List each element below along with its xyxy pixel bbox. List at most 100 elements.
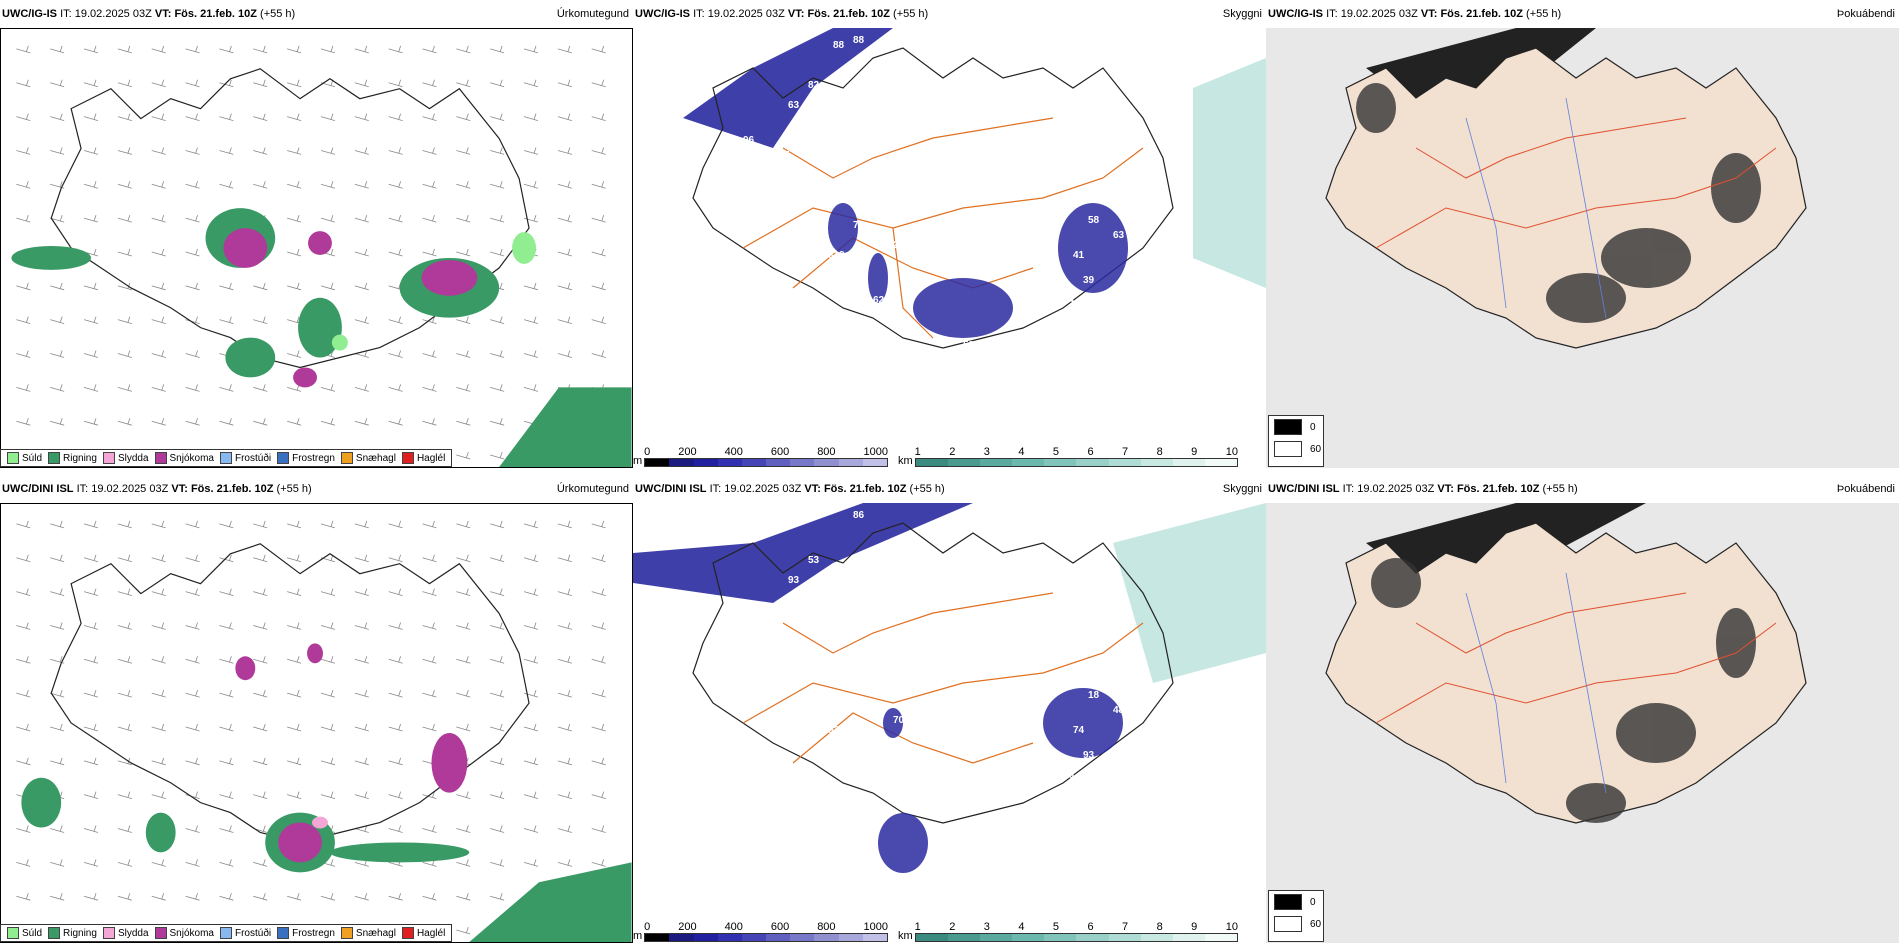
panel-header: UWC/IG-IS IT: 19.02.2025 03Z VT: Fös. 21… — [1266, 0, 1899, 28]
vis-value-label: 30 — [933, 405, 945, 416]
vis-value-label: 142 — [983, 220, 1000, 231]
vis-value-label: 39 — [1083, 275, 1095, 286]
vis-value-label: 31 — [1033, 330, 1045, 341]
panel-visibility-ig: UWC/IG-IS IT: 19.02.2025 03Z VT: Fös. 21… — [633, 0, 1266, 475]
panel-fog-ig: UWC/IG-IS IT: 19.02.2025 03Z VT: Fös. 21… — [1266, 0, 1899, 475]
vis-value-label: 59 — [963, 340, 975, 351]
panel-title: Þokuábendi — [1836, 8, 1895, 20]
vis-value-label: 42 — [1103, 190, 1115, 201]
vis-value-label: 18 — [1088, 690, 1100, 701]
precip-legend: Súld Rigning Slydda Snjókoma Frostúði Frostre… — [0, 924, 453, 942]
vis-value-label: 58 — [1088, 215, 1100, 226]
vis-value-label: 163 — [933, 225, 950, 236]
iceland-outline — [692, 47, 1174, 349]
vis-value-label: 32 — [1053, 320, 1065, 331]
legend-item-súld: Súld — [7, 927, 42, 939]
vis-value-label: 235 — [893, 240, 910, 251]
legend-item-rigning: Rigning — [48, 927, 97, 939]
vis-value-label: 83 — [853, 695, 865, 706]
visibility-map: 86 53 93 82 71 69 66 83 92 45 79 87 70 58 69 69 882 73 18 4… — [633, 503, 1266, 873]
iceland-outline — [50, 68, 530, 369]
vis-value-label: 73 — [1103, 665, 1115, 676]
panel-precip-type-ig: UWC/IG-IS IT: 19.02.2025 03Z VT: Fös. 21… — [0, 0, 633, 475]
vis-value-label: 58 — [933, 700, 945, 711]
vis-value-label: 75 — [803, 170, 815, 181]
precip-map — [0, 28, 633, 468]
legend-item-frostúði: Frostúði — [219, 927, 271, 939]
vis-value-label: 88 — [833, 40, 845, 51]
vis-value-label: 82 — [808, 80, 820, 91]
legend-item-haglél: Haglél — [401, 927, 445, 939]
panel-header: UWC/DINI ISL IT: 19.02.2025 03Z VT: Fös.… — [633, 475, 1266, 503]
model-name: UWC/IG-IS — [2, 8, 57, 20]
fog-legend: 0 60 — [1268, 890, 1324, 942]
legend-item-rigning: Rigning — [48, 452, 97, 464]
panel-header: UWC/IG-IS IT: 19.02.2025 03Z VT: Fös. 21… — [633, 0, 1266, 28]
legend-item-snjókoma: Snjókoma — [154, 452, 214, 464]
roads — [742, 117, 1144, 339]
colorbar-km: km 1 2 3 4 5 6 7 8 9 10 — [898, 446, 1238, 467]
vis-value-label: 69 — [983, 695, 995, 706]
legend-item-slydda: Slydda — [102, 927, 149, 939]
vis-value-label: 192 — [848, 270, 865, 281]
vis-value-label: 70 — [893, 715, 905, 726]
vis-value-label: 53 — [808, 555, 820, 566]
fog-legend: 0 60 — [1268, 415, 1324, 467]
vis-value-label: 36 — [1063, 770, 1075, 781]
vis-value-label: 79 — [823, 755, 835, 766]
fog-map — [1266, 28, 1899, 468]
vis-value-label: 54 — [1073, 195, 1085, 206]
panel-title: Úrkomutegund — [556, 483, 629, 495]
legend-item-haglél: Haglél — [401, 452, 445, 464]
legend-item-frostregn: Frostregn — [277, 452, 335, 464]
vis-value-label: 36 — [943, 365, 955, 376]
vis-value-label: 66 — [803, 645, 815, 656]
colorbar-m: m 0 200 400 600 800 1000 — [633, 921, 888, 942]
vis-value-label: 88 — [853, 35, 865, 46]
panel-header: UWC/DINI ISL IT: 19.02.2025 03Z VT: Fös.… — [1266, 475, 1899, 503]
legend-item-slydda: Slydda — [102, 452, 149, 464]
vis-value-label: 59 — [748, 50, 760, 61]
vis-value-label: 63 — [1113, 230, 1125, 241]
panel-title: Skyggni — [1222, 8, 1262, 20]
vis-value-label: 45 — [913, 380, 925, 391]
legend-item-frostregn: Frostregn — [277, 927, 335, 939]
iceland-outline — [1325, 47, 1807, 349]
vis-value-label: 86 — [853, 510, 865, 521]
vis-value-label: 882 — [1073, 670, 1090, 681]
vis-value-label: 93 — [1083, 750, 1095, 761]
fog-map — [1266, 503, 1899, 943]
iceland-outline — [50, 543, 530, 844]
colorbar-m: m 0 200 400 600 800 1000 — [633, 446, 888, 467]
vis-value-label: 105 — [773, 150, 790, 161]
precip-legend: Súld Rigning Slydda Snjókoma Frostúði Frostre… — [0, 449, 453, 467]
snow-areas — [223, 228, 478, 388]
vis-value-label: 45 — [848, 745, 860, 756]
panel-header: UWC/DINI ISL IT: 19.02.2025 03Z VT: Fös.… — [0, 475, 633, 503]
wind-barbs — [16, 520, 606, 935]
panel-title: Skyggni — [1222, 483, 1262, 495]
vis-value-label: 87 — [873, 770, 885, 781]
panel-title: Úrkomutegund — [556, 8, 629, 20]
vis-value-label: 92 — [828, 725, 840, 736]
vis-value-label: 62 — [873, 295, 885, 306]
legend-item-súld: Súld — [7, 452, 42, 464]
low-vis-areas — [828, 203, 1128, 338]
vis-value-label: 48 — [1113, 705, 1125, 716]
precip-map — [0, 503, 633, 943]
iceland-outline — [692, 522, 1174, 824]
panel-precip-type-dini: UWC/DINI ISL IT: 19.02.2025 03Z VT: Fös.… — [0, 475, 633, 950]
legend-item-snæhagl: Snæhagl — [340, 452, 396, 464]
vis-value-label: 34 — [1063, 295, 1075, 306]
vis-value-label: 75 — [853, 220, 865, 231]
vis-value-label: 71 — [743, 610, 755, 621]
vis-value-label: 63 — [788, 100, 800, 111]
vis-value-label: 86 — [828, 130, 840, 141]
panel-header: UWC/IG-IS IT: 19.02.2025 03Z VT: Fös. 21… — [0, 0, 633, 28]
panel-visibility-dini: UWC/DINI ISL IT: 19.02.2025 03Z VT: Fös.… — [633, 475, 1266, 950]
panel-title: Þokuábendi — [1836, 483, 1895, 495]
vis-value-label: 93 — [788, 575, 800, 586]
legend-item-snjókoma: Snjókoma — [154, 927, 214, 939]
